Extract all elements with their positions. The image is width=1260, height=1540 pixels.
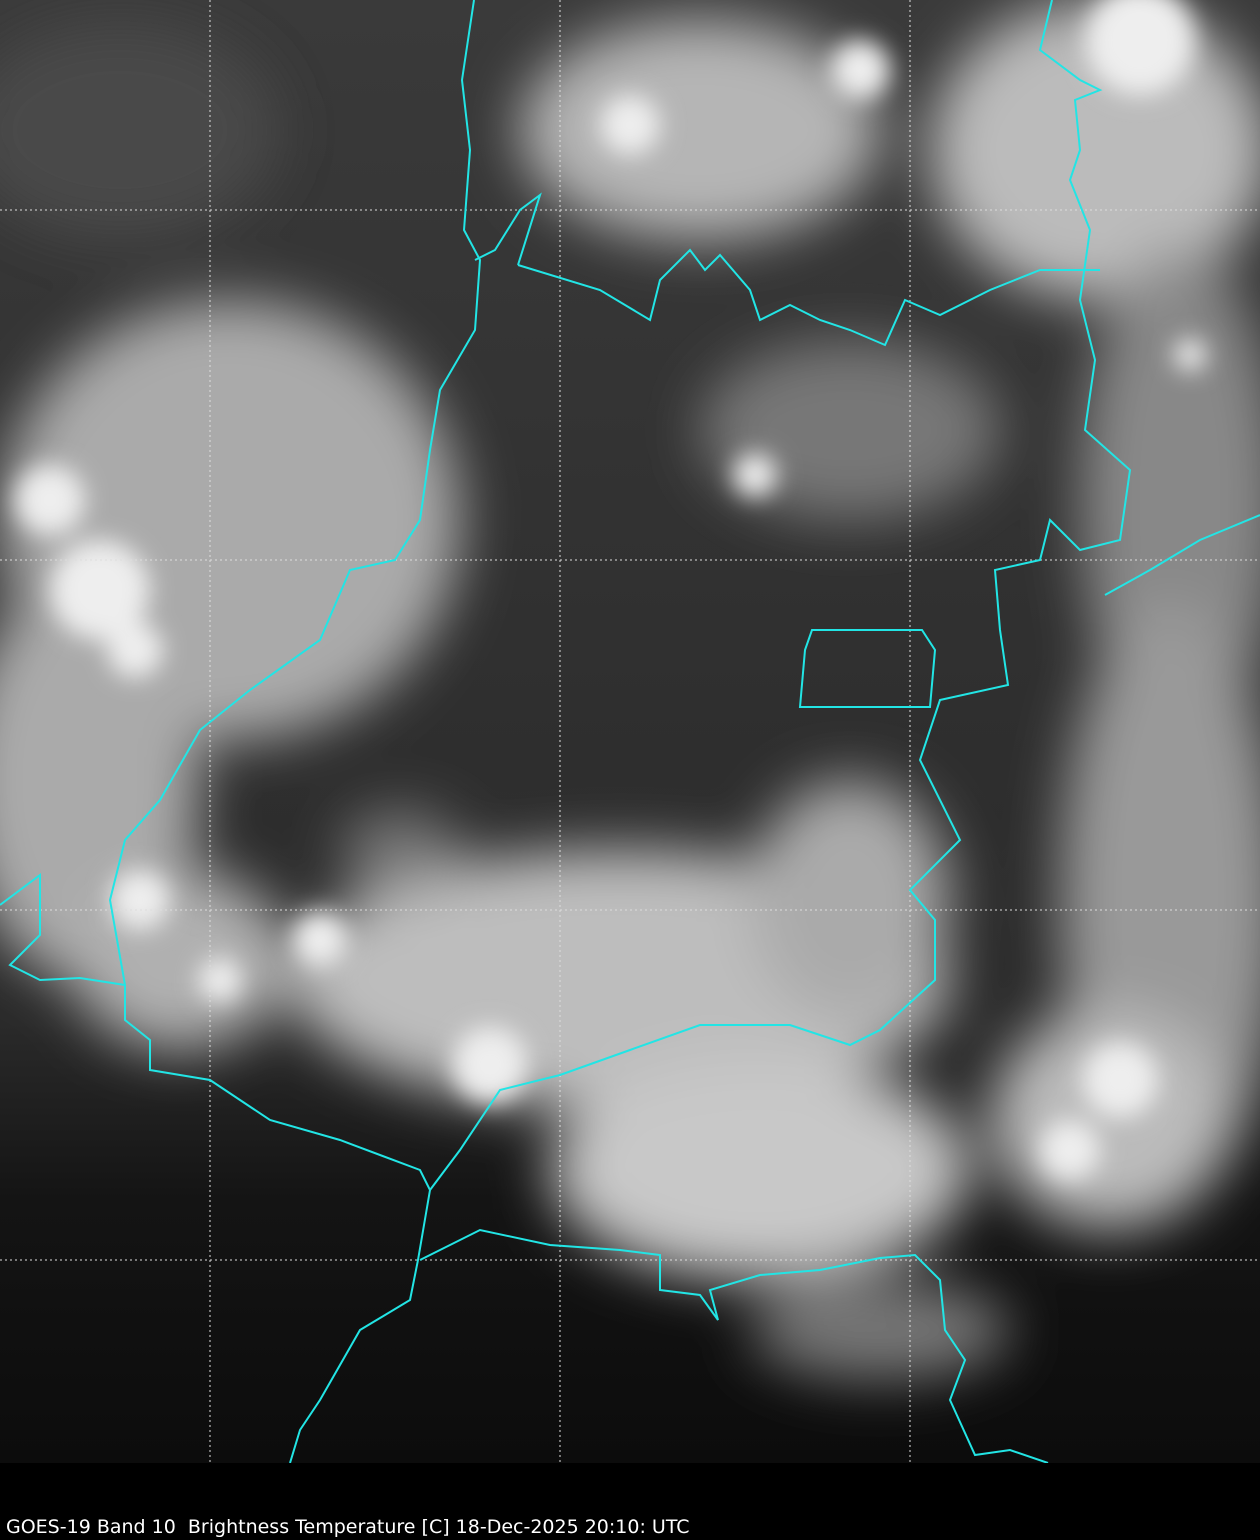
grid-lines (0, 0, 1260, 1463)
cloud-layer (0, 0, 1260, 1380)
border-lines (0, 0, 1260, 1463)
image-caption: GOES-19 Band 10 Brightness Temperature [… (6, 1516, 690, 1538)
convective-cores (15, 0, 1206, 1180)
state-outline (798, 629, 937, 708)
satellite-imagery (0, 0, 1260, 1463)
